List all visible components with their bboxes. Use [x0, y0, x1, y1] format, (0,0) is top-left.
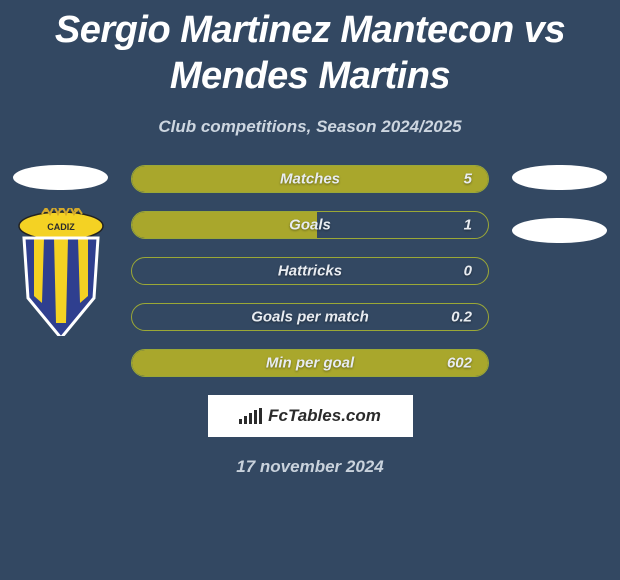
svg-text:CADIZ: CADIZ [47, 222, 75, 232]
shield-icon: CADIZ [12, 208, 110, 336]
bar-label: Min per goal [266, 355, 354, 372]
watermark: FcTables.com [208, 395, 413, 437]
comparison-row: CADIZ Matches 5 Goals 1 Hattricks 0 [0, 165, 620, 377]
bar-chart-icon [239, 408, 262, 424]
subtitle: Club competitions, Season 2024/2025 [0, 117, 620, 137]
bar-value: 5 [464, 171, 472, 188]
bar-value: 602 [447, 355, 472, 372]
left-player-avatar [13, 165, 108, 190]
right-team-badge-placeholder [512, 218, 607, 243]
bar-value: 1 [464, 217, 472, 234]
stat-bars: Matches 5 Goals 1 Hattricks 0 Goals per … [113, 165, 507, 377]
right-player-col [507, 165, 612, 243]
left-team-badge: CADIZ [12, 208, 110, 341]
right-player-avatar [512, 165, 607, 190]
bar-gpm: Goals per match 0.2 [131, 303, 489, 331]
bar-goals: Goals 1 [131, 211, 489, 239]
bar-label: Matches [280, 171, 340, 188]
bar-label: Goals per match [251, 309, 369, 326]
page-title: Sergio Martinez Mantecon vs Mendes Marti… [0, 0, 620, 99]
bar-value: 0 [464, 263, 472, 280]
bar-value: 0.2 [451, 309, 472, 326]
bar-matches: Matches 5 [131, 165, 489, 193]
left-player-col: CADIZ [8, 165, 113, 341]
bar-mpg: Min per goal 602 [131, 349, 489, 377]
bar-label: Hattricks [278, 263, 342, 280]
watermark-text: FcTables.com [268, 406, 381, 426]
bar-label: Goals [289, 217, 331, 234]
bar-hattricks: Hattricks 0 [131, 257, 489, 285]
date-text: 17 november 2024 [0, 457, 620, 477]
